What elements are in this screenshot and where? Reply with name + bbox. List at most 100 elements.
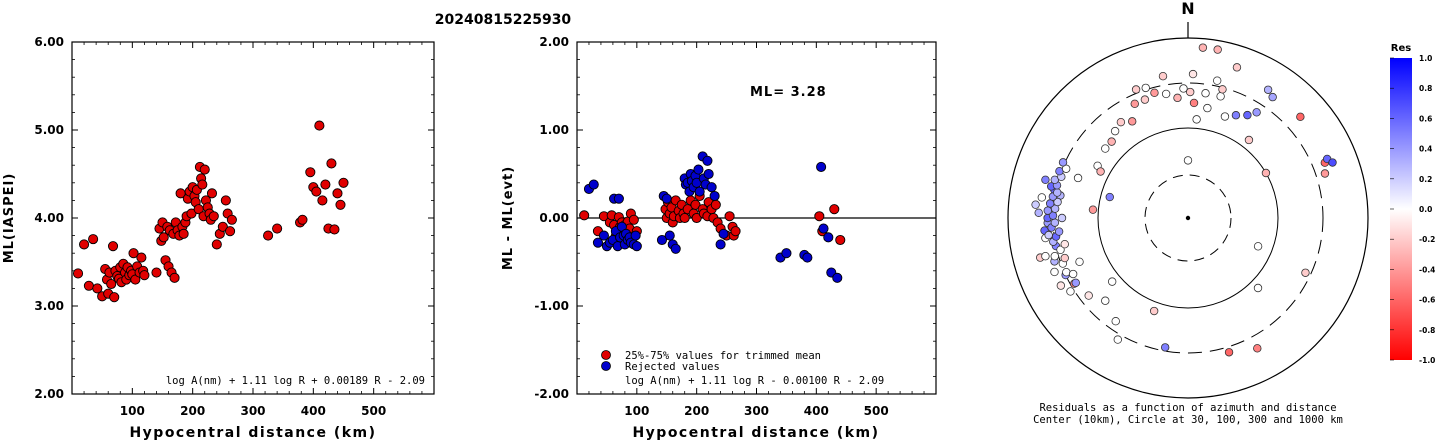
data-point — [88, 234, 99, 245]
data-point — [317, 195, 328, 206]
data-point-rejected — [694, 186, 705, 197]
data-point-rejected — [631, 241, 642, 252]
data-point-rejected — [781, 248, 792, 259]
station-marker — [1141, 83, 1150, 93]
x-tick-label: 400 — [804, 404, 829, 418]
data-point — [326, 158, 337, 169]
data-point — [151, 267, 162, 278]
data-point — [72, 268, 84, 279]
station-marker — [1253, 242, 1263, 251]
data-point — [107, 241, 119, 252]
station-marker — [1050, 252, 1059, 261]
station-marker — [1053, 197, 1062, 207]
station-marker — [1150, 88, 1159, 98]
y-axis-label: ML(IASPEI) — [2, 173, 17, 264]
data-point-rejected — [709, 190, 720, 202]
data-point — [211, 239, 222, 250]
ring-1000km — [1007, 37, 1369, 399]
data-point — [226, 214, 237, 225]
data-point — [178, 228, 189, 239]
station-marker — [1203, 103, 1212, 113]
data-point — [835, 234, 846, 246]
station-marker — [1105, 192, 1114, 202]
station-marker — [1268, 92, 1277, 102]
station-marker — [1140, 95, 1150, 104]
formula-label: log A(nm) + 1.11 log R + 0.00189 R - 2.0… — [166, 375, 425, 387]
station-marker — [1062, 267, 1071, 277]
data-point-rejected — [718, 228, 729, 239]
station-marker — [1050, 267, 1059, 277]
colorbar-tick-label: -0.8 — [1419, 326, 1435, 335]
station-marker — [1216, 92, 1225, 101]
x-tick-label: 200 — [180, 404, 205, 418]
station-marker — [1041, 252, 1050, 261]
station-marker — [1328, 158, 1337, 167]
station-marker — [1173, 93, 1182, 103]
colorbar-tick-label: -1.0 — [1419, 356, 1435, 365]
data-point — [272, 223, 283, 234]
y-axis-label: ML - ML(evt) — [501, 166, 516, 270]
station-marker — [1127, 117, 1137, 126]
y-tick-label: 6.00 — [34, 35, 64, 49]
data-point — [220, 195, 231, 206]
x-tick-label: 500 — [864, 404, 889, 418]
data-point — [628, 214, 639, 225]
station-marker — [1057, 213, 1067, 223]
station-marker — [1263, 85, 1273, 94]
colorbar-tick-label: -0.4 — [1419, 265, 1435, 274]
colorbar-tick-label: 0.2 — [1419, 175, 1432, 184]
ml-annotation: ML= 3.28 — [750, 85, 827, 100]
station-marker — [1071, 278, 1080, 287]
colorbar-title: Res — [1391, 43, 1411, 54]
station-marker — [1253, 344, 1262, 353]
y-tick-label: 0.00 — [539, 211, 569, 225]
plot-frame — [71, 41, 435, 395]
formula-label: log A(nm) + 1.11 log R - 0.00100 R - 2.0… — [625, 375, 884, 387]
station-marker — [1053, 188, 1062, 197]
y-tick-label: -2.00 — [534, 387, 569, 401]
data-point — [106, 278, 117, 290]
data-point — [297, 214, 308, 225]
data-point-rejected — [670, 243, 681, 254]
x-tick-label: 500 — [361, 404, 386, 418]
data-point — [225, 226, 236, 237]
station-marker — [1130, 99, 1139, 109]
station-marker — [1031, 200, 1040, 209]
colorbar-tick-label: -0.2 — [1419, 235, 1435, 244]
x-tick-label: 400 — [301, 404, 326, 418]
station-marker — [1243, 110, 1252, 120]
legend: 25%-75% values for trimmed mean Rejected… — [601, 350, 821, 373]
colorbar-tick-label: 0.6 — [1419, 114, 1432, 123]
station-marker — [1218, 85, 1227, 94]
station-marker — [1050, 218, 1060, 227]
data-point-rejected — [598, 230, 609, 241]
station-marker — [1261, 168, 1271, 178]
station-marker — [1107, 137, 1116, 146]
station-marker — [1116, 117, 1126, 127]
station-marker — [1320, 169, 1330, 178]
station-marker — [1185, 87, 1195, 97]
data-point — [579, 210, 590, 221]
data-point — [814, 211, 825, 222]
station-marker — [1073, 173, 1083, 183]
station-marker — [1045, 199, 1055, 208]
data-point-rejected — [661, 193, 672, 204]
caption-line-1: Residuals as a function of azimuth and d… — [1039, 402, 1336, 414]
x-tick-label: 100 — [120, 404, 145, 418]
station-marker — [1096, 167, 1105, 176]
colorbar-tick-label: 1.0 — [1419, 54, 1432, 63]
data-point — [305, 167, 316, 178]
data-point — [136, 252, 147, 263]
ml-vs-distance-chart: 100 200 300 400 500 2.00 3.00 4.00 5.00 6.00 Hypo… — [2, 35, 435, 441]
north-label: N — [1181, 0, 1194, 18]
data-point — [83, 280, 94, 291]
data-point — [109, 292, 120, 303]
station-marker — [1252, 108, 1261, 117]
x-axis-label: Hypocentral distance (km) — [632, 425, 879, 441]
colorbar-gradient — [1390, 58, 1412, 360]
caption-line-2: Center (10km), Circle at 30, 100, 300 an… — [1033, 414, 1343, 426]
x-tick-label: 300 — [240, 404, 265, 418]
station-marker — [1179, 84, 1188, 93]
station-marker — [1213, 45, 1222, 54]
station-marker — [1034, 208, 1043, 217]
